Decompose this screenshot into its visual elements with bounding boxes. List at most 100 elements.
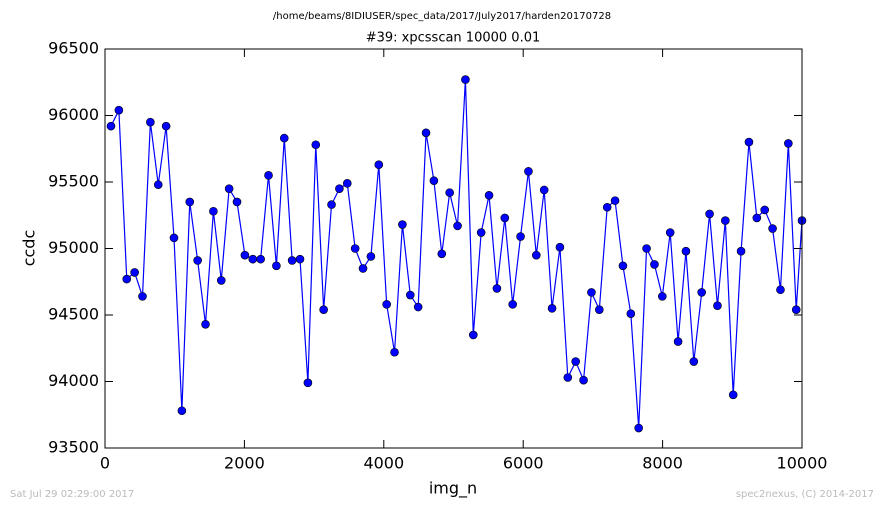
data-point bbox=[366, 252, 376, 261]
data-point bbox=[618, 261, 628, 271]
data-point bbox=[508, 300, 517, 309]
data-point bbox=[468, 330, 478, 340]
data-point bbox=[114, 105, 124, 115]
data-point bbox=[146, 117, 155, 127]
data-point bbox=[453, 221, 462, 231]
y-tick-label: 96500 bbox=[48, 39, 99, 58]
data-point bbox=[405, 290, 415, 300]
data-point bbox=[232, 197, 242, 207]
data-point bbox=[287, 256, 297, 265]
data-point bbox=[161, 121, 171, 131]
data-point bbox=[342, 179, 352, 188]
x-tick-label: 10000 bbox=[777, 454, 828, 473]
data-point bbox=[784, 139, 793, 148]
data-point bbox=[713, 301, 722, 310]
x-tick-label: 0 bbox=[100, 454, 110, 473]
data-point bbox=[429, 176, 439, 185]
data-point bbox=[327, 200, 336, 209]
y-tick-label: 96000 bbox=[48, 105, 99, 124]
data-point bbox=[689, 357, 699, 366]
data-point bbox=[665, 228, 675, 237]
plot-area bbox=[106, 75, 807, 433]
chart-subtitle: #39: xpcsscan 10000 0.01 bbox=[366, 31, 541, 46]
data-point bbox=[555, 242, 565, 252]
data-point bbox=[768, 224, 777, 233]
data-point bbox=[563, 373, 573, 382]
data-point bbox=[626, 309, 636, 318]
x-tick-label: 2000 bbox=[224, 454, 265, 473]
data-point bbox=[335, 184, 344, 193]
data-point bbox=[744, 137, 754, 147]
data-point bbox=[500, 213, 510, 223]
data-point bbox=[319, 305, 328, 314]
data-point bbox=[776, 285, 785, 295]
data-point bbox=[177, 406, 187, 416]
data-point bbox=[461, 75, 470, 84]
data-point bbox=[382, 300, 391, 309]
data-point bbox=[130, 268, 139, 277]
data-point bbox=[539, 185, 549, 195]
data-point bbox=[595, 305, 604, 314]
data-point bbox=[697, 288, 707, 297]
data-point bbox=[169, 233, 179, 243]
data-point bbox=[138, 292, 147, 301]
data-point bbox=[272, 261, 281, 271]
data-point bbox=[705, 209, 714, 219]
data-point bbox=[602, 202, 612, 212]
chart-title: /home/beams/8IDIUSER/spec_data/2017/July… bbox=[273, 11, 611, 22]
data-point bbox=[216, 276, 226, 285]
footer-left: Sat Jul 29 02:29:00 2017 bbox=[10, 489, 134, 500]
data-point bbox=[736, 246, 746, 256]
data-point bbox=[571, 357, 580, 366]
y-tick-label: 95000 bbox=[48, 238, 99, 257]
data-point bbox=[476, 228, 486, 237]
data-point bbox=[492, 284, 502, 293]
data-point bbox=[579, 375, 588, 385]
data-point bbox=[437, 249, 447, 259]
x-axis-label: img_n bbox=[429, 479, 477, 499]
y-axis-label: ccdc bbox=[20, 230, 39, 267]
data-point bbox=[484, 191, 494, 200]
y-tick-label: 95500 bbox=[48, 172, 99, 191]
data-point bbox=[760, 205, 770, 215]
data-point bbox=[791, 305, 801, 314]
footer-right: spec2nexus, (C) 2014-2017 bbox=[736, 489, 874, 500]
data-point bbox=[193, 256, 202, 265]
data-point bbox=[106, 121, 116, 131]
data-point bbox=[209, 206, 218, 216]
data-point bbox=[642, 244, 651, 253]
data-point bbox=[658, 292, 667, 301]
data-point bbox=[516, 232, 525, 241]
data-point bbox=[256, 254, 265, 264]
data-point bbox=[350, 244, 360, 253]
data-point bbox=[398, 220, 407, 229]
data-point bbox=[634, 423, 643, 433]
data-point bbox=[587, 288, 596, 297]
data-point bbox=[421, 128, 431, 138]
data-point bbox=[240, 250, 250, 260]
data-point bbox=[728, 390, 738, 400]
data-point bbox=[264, 171, 273, 180]
x-tick-label: 8000 bbox=[642, 454, 683, 473]
data-point bbox=[153, 180, 163, 189]
data-point bbox=[390, 347, 399, 357]
data-point bbox=[547, 304, 557, 313]
data-point bbox=[248, 254, 258, 264]
x-tick-label: 6000 bbox=[503, 454, 544, 473]
data-point bbox=[610, 196, 620, 205]
data-point bbox=[681, 246, 691, 256]
data-point bbox=[279, 133, 289, 143]
y-tick-label: 93500 bbox=[48, 438, 99, 457]
data-point bbox=[721, 216, 730, 225]
data-point bbox=[185, 197, 195, 207]
y-tick-label: 94000 bbox=[48, 371, 99, 390]
data-point bbox=[532, 250, 541, 260]
data-point bbox=[295, 254, 305, 264]
data-point bbox=[303, 378, 313, 388]
y-tick-label: 94500 bbox=[48, 305, 99, 324]
data-point bbox=[445, 188, 454, 197]
data-point bbox=[358, 264, 368, 273]
data-point bbox=[752, 213, 762, 223]
x-tick-label: 4000 bbox=[363, 454, 404, 473]
